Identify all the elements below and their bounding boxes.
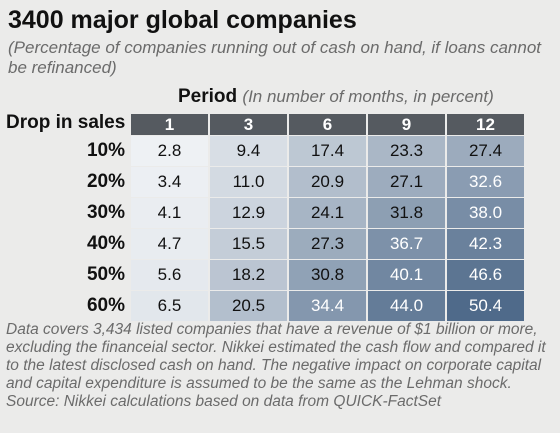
column-header-label: Period (In number of months, in percent): [178, 86, 494, 108]
cell-30pct-m6: 24.1: [289, 198, 366, 228]
cell-40pct-m1: 4.7: [131, 229, 208, 259]
cell-30pct-m1: 4.1: [131, 198, 208, 228]
footnote: Data covers 3,434 listed companies that …: [6, 321, 554, 411]
cell-60pct-m1: 6.5: [131, 291, 208, 321]
row-label-50pct: 50%: [86, 264, 125, 285]
cell-10pct-m12: 27.4: [447, 136, 524, 166]
cell-10pct-m3: 9.4: [210, 136, 287, 166]
row-label-10pct: 10%: [86, 140, 125, 161]
cell-40pct-m3: 15.5: [210, 229, 287, 259]
cell-40pct-m12: 42.3: [447, 229, 524, 259]
column-header-1: 1: [131, 114, 208, 135]
footnote-text: Data covers 3,434 listed companies that …: [6, 321, 546, 392]
row-label-30pct: 30%: [86, 202, 125, 223]
cell-20pct-m9: 27.1: [368, 167, 445, 197]
row-header-label: Drop in sales: [6, 112, 126, 133]
column-header-9: 9: [368, 114, 445, 135]
row-label-20pct: 20%: [86, 171, 125, 192]
cell-60pct-m6: 34.4: [289, 291, 366, 321]
period-label-note: (In number of months, in percent): [242, 87, 494, 106]
cell-60pct-m3: 20.5: [210, 291, 287, 321]
cell-50pct-m1: 5.6: [131, 260, 208, 290]
period-label-text: Period: [178, 86, 238, 107]
cell-10pct-m6: 17.4: [289, 136, 366, 166]
cell-10pct-m1: 2.8: [131, 136, 208, 166]
row-label-40pct: 40%: [86, 233, 125, 254]
cell-10pct-m9: 23.3: [368, 136, 445, 166]
cell-20pct-m12: 32.6: [447, 167, 524, 197]
cell-30pct-m3: 12.9: [210, 198, 287, 228]
cell-20pct-m6: 20.9: [289, 167, 366, 197]
cell-50pct-m9: 40.1: [368, 260, 445, 290]
column-header-12: 12: [447, 114, 524, 135]
row-label-60pct: 60%: [86, 295, 125, 316]
source-text: Source: Nikkei calculations based on dat…: [6, 393, 442, 410]
chart-subtitle: (Percentage of companies running out of …: [8, 38, 542, 77]
cell-60pct-m12: 50.4: [447, 291, 524, 321]
cell-20pct-m1: 3.4: [131, 167, 208, 197]
cell-50pct-m6: 30.8: [289, 260, 366, 290]
cell-60pct-m9: 44.0: [368, 291, 445, 321]
column-header-3: 3: [210, 114, 287, 135]
cell-50pct-m12: 46.6: [447, 260, 524, 290]
chart-title: 3400 major global companies: [8, 6, 357, 34]
cell-30pct-m9: 31.8: [368, 198, 445, 228]
cell-50pct-m3: 18.2: [210, 260, 287, 290]
cell-30pct-m12: 38.0: [447, 198, 524, 228]
cell-20pct-m3: 11.0: [210, 167, 287, 197]
cell-40pct-m9: 36.7: [368, 229, 445, 259]
cell-40pct-m6: 27.3: [289, 229, 366, 259]
column-header-6: 6: [289, 114, 366, 135]
